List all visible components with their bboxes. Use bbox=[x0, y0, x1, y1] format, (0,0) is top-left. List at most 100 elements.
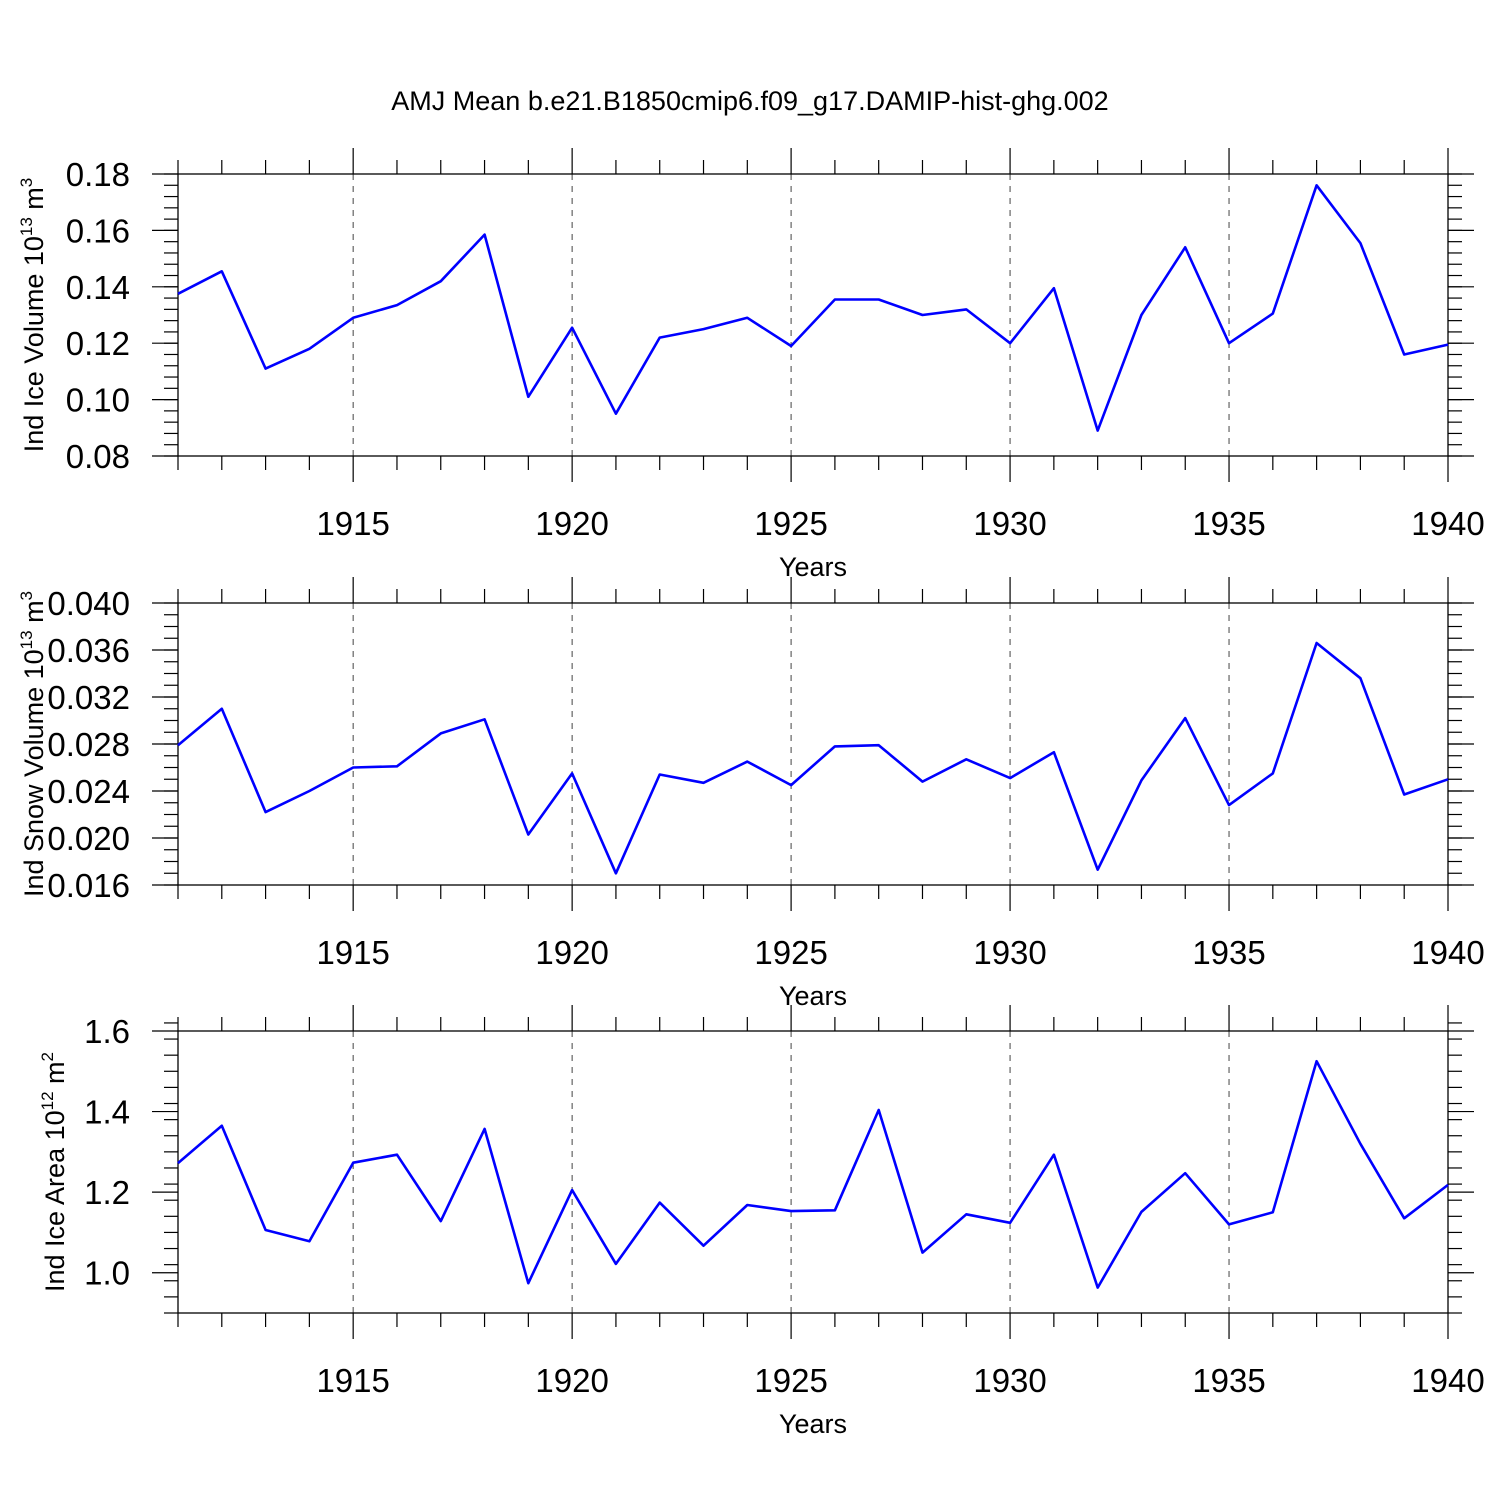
x-tick-label: 1940 bbox=[1411, 1362, 1484, 1399]
data-point bbox=[570, 771, 574, 775]
y-tick-label: 1.4 bbox=[84, 1094, 130, 1131]
y-tick-label: 0.18 bbox=[66, 156, 130, 193]
y-tick-label: 0.16 bbox=[66, 212, 130, 249]
data-point bbox=[1052, 750, 1056, 754]
x-tick-label: 1920 bbox=[535, 934, 608, 971]
data-point bbox=[176, 292, 180, 296]
data-point bbox=[1402, 352, 1406, 356]
x-tick-label: 1915 bbox=[316, 505, 389, 542]
y-tick-label: 0.024 bbox=[47, 773, 130, 810]
data-point bbox=[1446, 343, 1450, 347]
data-point bbox=[1271, 771, 1275, 775]
data-point bbox=[176, 743, 180, 747]
data-point bbox=[395, 764, 399, 768]
data-point bbox=[1227, 341, 1231, 345]
y-axis-title-part: 2 bbox=[38, 1052, 57, 1061]
data-point bbox=[1271, 1210, 1275, 1214]
data-point bbox=[1096, 868, 1100, 872]
data-point bbox=[395, 1153, 399, 1157]
data-point bbox=[351, 316, 355, 320]
data-point bbox=[1315, 1059, 1319, 1063]
y-axis-title-part: Ind Ice Area 10 bbox=[40, 1110, 70, 1292]
y-axis-title-part: 3 bbox=[17, 591, 36, 600]
data-point bbox=[964, 1212, 968, 1216]
data-point bbox=[1358, 676, 1362, 680]
x-tick-label: 1925 bbox=[754, 934, 827, 971]
panel-ice-area: 1915 1920 1925 1930 1935 1940 Years 1.0 1.2 1.4 1.… bbox=[38, 1005, 1485, 1439]
x-tick-label: 1935 bbox=[1192, 934, 1265, 971]
data-point bbox=[1227, 803, 1231, 807]
data-point bbox=[1446, 1183, 1450, 1187]
x-tick-label: 1940 bbox=[1411, 934, 1484, 971]
data-point bbox=[1139, 1210, 1143, 1214]
data-point bbox=[483, 1127, 487, 1131]
x-axis-title: Years bbox=[779, 552, 847, 582]
data-point bbox=[483, 233, 487, 237]
y-tick-label: 1.0 bbox=[84, 1255, 130, 1292]
y-tick-label: 0.040 bbox=[47, 585, 130, 622]
data-point bbox=[964, 757, 968, 761]
data-point bbox=[351, 766, 355, 770]
data-point bbox=[614, 871, 618, 875]
data-point bbox=[789, 783, 793, 787]
data-point bbox=[789, 344, 793, 348]
data-point bbox=[1008, 776, 1012, 780]
y-axis-title-part: Ind Ice Volume 10 bbox=[19, 236, 49, 452]
data-point bbox=[658, 1201, 662, 1205]
data-point bbox=[1052, 1153, 1056, 1157]
y-axis-title: Ind Ice Area 1012 m2 bbox=[38, 1052, 70, 1292]
x-tick-label: 1930 bbox=[973, 505, 1046, 542]
data-point bbox=[1139, 778, 1143, 782]
panel-snow-volume: 1915 1920 1925 1930 1935 1940 Years 0.016 0.020 0… bbox=[17, 577, 1485, 1011]
y-tick-label: 0.020 bbox=[47, 820, 130, 857]
y-tick-label: 1.2 bbox=[84, 1174, 130, 1211]
x-tick-label: 1925 bbox=[754, 505, 827, 542]
x-tick-label: 1940 bbox=[1411, 505, 1484, 542]
x-tick-label: 1920 bbox=[535, 1362, 608, 1399]
y-axis-title-part: 3 bbox=[17, 178, 36, 187]
x-tick-label: 1915 bbox=[316, 1362, 389, 1399]
data-point bbox=[307, 347, 311, 351]
data-point bbox=[220, 269, 224, 273]
data-point bbox=[395, 303, 399, 307]
data-point bbox=[1402, 1216, 1406, 1220]
data-point bbox=[439, 1219, 443, 1223]
y-tick-label: 0.036 bbox=[47, 632, 130, 669]
y-tick-label: 0.14 bbox=[66, 269, 130, 306]
data-point bbox=[920, 780, 924, 784]
x-axis-title: Years bbox=[779, 1409, 847, 1439]
data-point bbox=[833, 744, 837, 748]
data-point bbox=[745, 316, 749, 320]
data-point bbox=[264, 367, 268, 371]
x-tick-label: 1930 bbox=[973, 1362, 1046, 1399]
data-point bbox=[307, 1239, 311, 1243]
series-line bbox=[177, 641, 1449, 875]
data-point bbox=[1358, 241, 1362, 245]
y-axis-title: Ind Ice Volume 1013 m3 bbox=[17, 178, 49, 453]
plot-frame bbox=[177, 602, 1449, 886]
data-point bbox=[1358, 1142, 1362, 1146]
data-point bbox=[702, 781, 706, 785]
y-axis-title: Ind Snow Volume 1013 m3 bbox=[17, 591, 49, 897]
panel-ice-volume: 1915 1920 1925 1930 1935 1940 Years 0.08 0.10 0.1… bbox=[17, 148, 1485, 582]
data-point bbox=[1096, 1286, 1100, 1290]
data-point bbox=[964, 307, 968, 311]
data-point bbox=[1183, 245, 1187, 249]
y-tick-label: 0.10 bbox=[66, 382, 130, 419]
x-tick-label: 1915 bbox=[316, 934, 389, 971]
data-point bbox=[483, 717, 487, 721]
y-axis-title-part: m bbox=[19, 600, 49, 630]
data-point bbox=[220, 1124, 224, 1128]
data-point bbox=[526, 832, 530, 836]
data-point bbox=[877, 1108, 881, 1112]
y-tick-label: 0.12 bbox=[66, 325, 130, 362]
data-point bbox=[1183, 716, 1187, 720]
data-point bbox=[1227, 1222, 1231, 1226]
data-point bbox=[877, 743, 881, 747]
data-point bbox=[658, 773, 662, 777]
x-axis-title: Years bbox=[779, 981, 847, 1011]
data-point bbox=[1402, 793, 1406, 797]
x-tick-label: 1925 bbox=[754, 1362, 827, 1399]
data-point bbox=[702, 1244, 706, 1248]
